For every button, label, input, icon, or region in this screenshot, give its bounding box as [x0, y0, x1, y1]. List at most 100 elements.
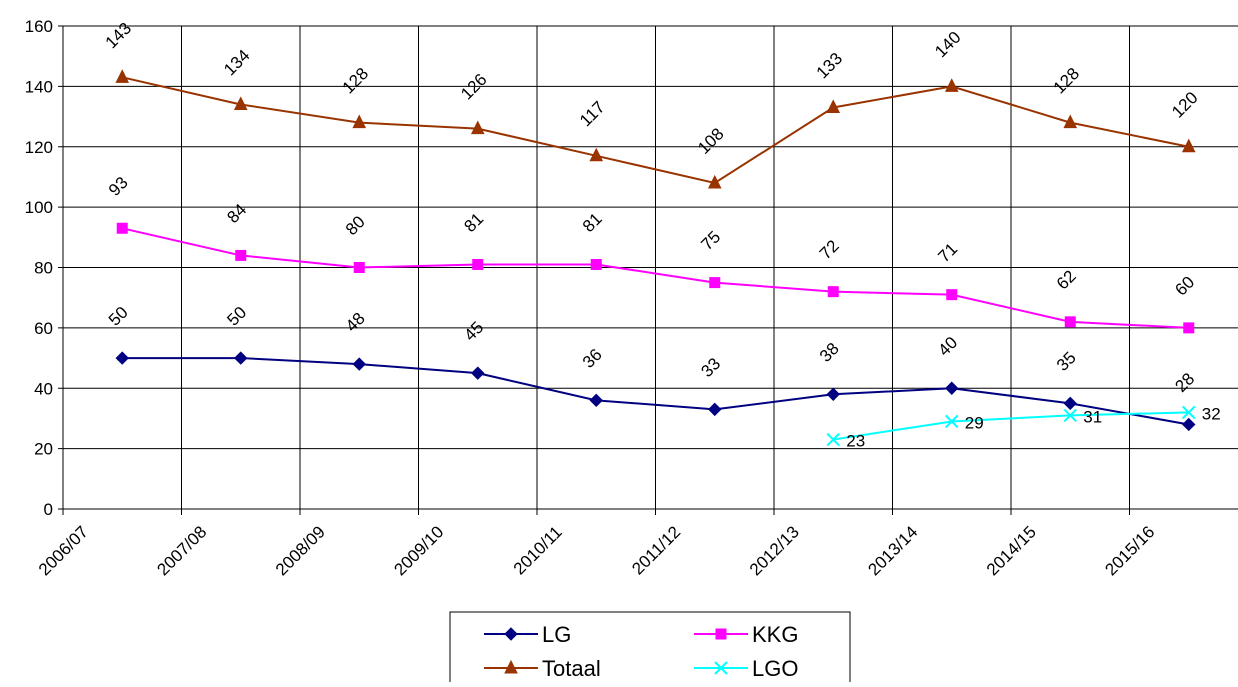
legend-label-lg: LG	[542, 622, 571, 647]
x-tick-label: 2013/14	[864, 522, 921, 579]
data-point-totaal	[115, 69, 130, 83]
data-label-kkg: 60	[1171, 273, 1198, 300]
data-label-totaal: 133	[813, 49, 846, 82]
x-tick-label: 2010/11	[510, 522, 566, 578]
data-label-kkg: 72	[816, 236, 843, 263]
data-point-totaal	[352, 114, 367, 129]
data-label-lg: 28	[1171, 369, 1198, 396]
data-label-lg: 48	[342, 309, 369, 336]
data-label-totaal: 143	[102, 19, 135, 52]
data-label-lgo: 31	[1083, 407, 1102, 426]
data-label-kkg: 62	[1053, 267, 1080, 294]
data-label-lg: 50	[223, 303, 250, 330]
data-point-kkg	[709, 277, 721, 289]
data-point-totaal	[470, 120, 485, 135]
legend-label-kkg: KKG	[752, 622, 798, 647]
data-point-totaal	[707, 174, 722, 189]
data-point-kkg	[827, 286, 839, 298]
data-point-kkg	[1064, 316, 1076, 328]
data-point-totaal	[589, 147, 604, 162]
data-label-totaal: 126	[457, 70, 490, 103]
data-label-totaal: 108	[694, 124, 727, 157]
data-point-totaal	[1181, 138, 1196, 153]
data-label-lg: 36	[579, 345, 606, 372]
legend-item-lgo: LGO	[694, 656, 798, 681]
legend-marker-kkg	[715, 628, 727, 640]
y-tick-label: 80	[34, 259, 53, 278]
series-lg: 50 50 48 45 36 33 38 40 35 28	[105, 303, 1198, 432]
y-tick-label: 120	[25, 138, 53, 157]
series-kkg: 93 84 80 81 81 75 72 71 62 60	[105, 173, 1198, 334]
x-marker-stroke	[1182, 405, 1196, 420]
legend-marker-totaal	[504, 659, 518, 674]
data-label-lg: 38	[816, 339, 843, 366]
x-tick-label: 2015/16	[1101, 522, 1158, 579]
data-point-lg	[1063, 396, 1077, 411]
legend-marker-lgo	[714, 661, 728, 675]
data-label-totaal: 120	[1168, 88, 1201, 121]
data-point-lg	[234, 351, 248, 365]
y-tick-label: 60	[34, 319, 53, 338]
data-point-kkg	[116, 222, 128, 234]
data-label-kkg: 84	[223, 200, 250, 227]
legend-label-lgo: LGO	[752, 656, 798, 681]
series-line-lg	[122, 357, 1189, 426]
series-line-kkg	[122, 227, 1189, 329]
data-label-kkg: 81	[579, 209, 606, 236]
data-point-totaal	[944, 78, 959, 92]
x-tick-label: 2011/12	[628, 522, 684, 578]
data-point-kkg	[1183, 322, 1195, 334]
data-point-kkg	[946, 289, 958, 301]
x-marker-stroke	[714, 661, 728, 675]
data-point-lgo	[1182, 405, 1196, 420]
data-point-lg	[1182, 417, 1196, 432]
data-point-kkg	[472, 258, 484, 270]
data-label-lgo: 29	[965, 413, 984, 432]
x-marker-stroke	[826, 432, 840, 447]
data-point-lgo	[945, 414, 959, 429]
data-label-kkg: 80	[342, 212, 369, 239]
legend-item-kkg: KKG	[694, 622, 798, 647]
data-label-totaal: 140	[931, 28, 964, 61]
y-tick-label: 140	[25, 77, 53, 96]
y-tick-label: 160	[25, 17, 53, 36]
data-point-lg	[352, 357, 366, 371]
data-point-kkg	[235, 249, 247, 261]
series-line-lgo	[833, 411, 1189, 441]
data-point-kkg	[353, 262, 365, 273]
data-label-lg: 50	[105, 303, 132, 330]
x-marker-stroke	[945, 414, 959, 429]
x-tick-label: 2008/09	[272, 522, 329, 579]
legend-box	[449, 611, 851, 687]
x-tick-label: 2014/15	[983, 522, 1040, 579]
x-tick-label: 2009/10	[390, 522, 447, 579]
data-point-lgo	[826, 432, 840, 447]
data-label-totaal: 128	[1050, 64, 1083, 97]
data-point-lg	[115, 351, 129, 365]
data-label-kkg: 71	[934, 239, 961, 266]
data-point-lg	[945, 381, 959, 395]
y-tick-label: 40	[34, 379, 53, 398]
data-label-kkg: 75	[697, 227, 724, 254]
data-point-lg	[708, 402, 722, 417]
x-tick-label: 2007/08	[153, 522, 210, 579]
legend-marker-lg	[504, 627, 518, 641]
y-tick-label: 0	[44, 500, 53, 519]
data-label-lg: 40	[934, 333, 961, 360]
data-label-lgo: 32	[1202, 404, 1221, 423]
data-point-kkg	[590, 258, 602, 270]
data-label-lg: 35	[1053, 348, 1080, 375]
legend-item-totaal: Totaal	[484, 656, 601, 681]
data-point-totaal	[826, 99, 841, 114]
y-tick-label: 100	[25, 198, 53, 217]
legend-label-totaal: Totaal	[542, 656, 601, 681]
data-label-lg: 33	[697, 354, 724, 381]
data-label-kkg: 93	[105, 173, 132, 200]
legend-item-lg: LG	[484, 622, 571, 647]
data-label-totaal: 128	[339, 64, 372, 97]
x-tick-label: 2012/13	[746, 522, 803, 579]
x-marker-stroke	[1063, 408, 1077, 423]
legend: LG KKG Totaal LGO	[449, 611, 851, 687]
